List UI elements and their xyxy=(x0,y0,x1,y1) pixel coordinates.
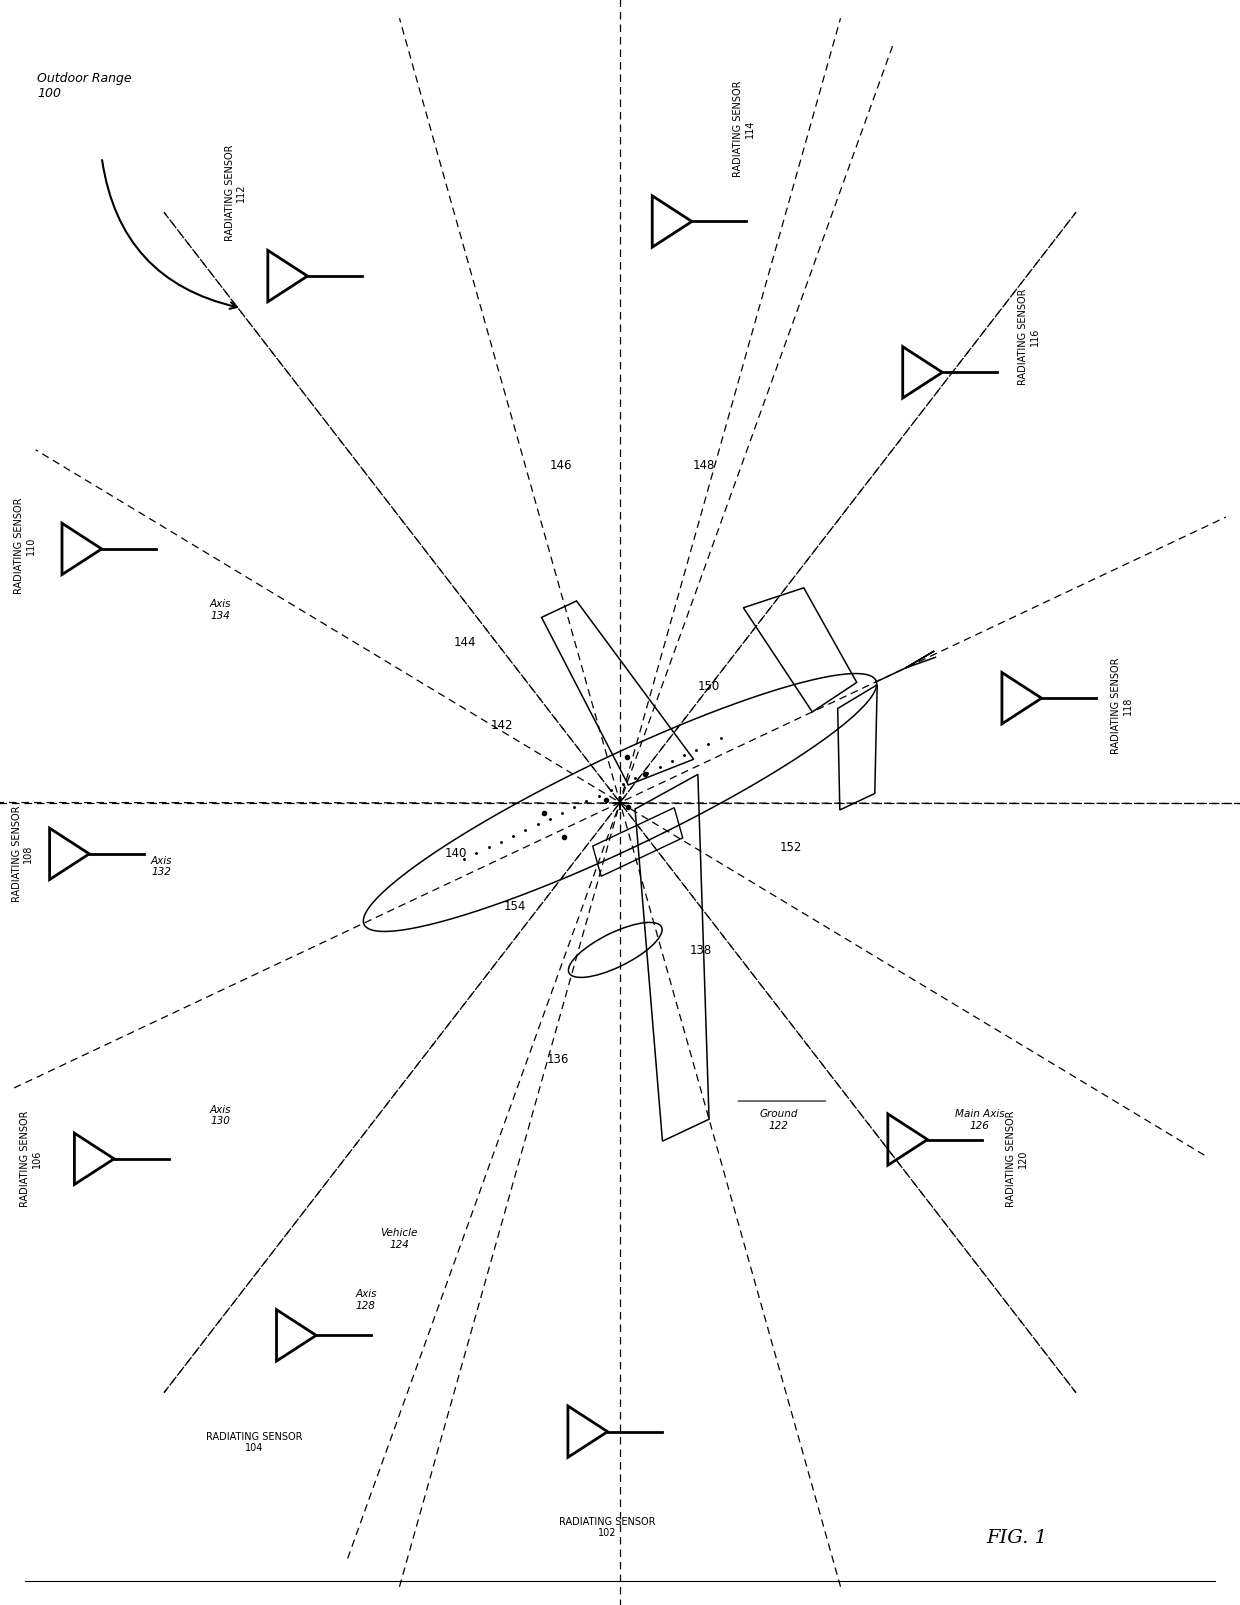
Text: RADIATING SENSOR
106: RADIATING SENSOR 106 xyxy=(20,1111,42,1207)
Text: 140: 140 xyxy=(445,847,467,860)
Text: Axis
130: Axis 130 xyxy=(210,1104,232,1127)
Text: 154: 154 xyxy=(503,900,526,913)
Text: 142: 142 xyxy=(491,719,513,732)
Text: RADIATING SENSOR
118: RADIATING SENSOR 118 xyxy=(1111,658,1133,754)
Text: RADIATING SENSOR
120: RADIATING SENSOR 120 xyxy=(1006,1111,1028,1207)
Text: RADIATING SENSOR
116: RADIATING SENSOR 116 xyxy=(1018,289,1040,385)
Text: Axis
134: Axis 134 xyxy=(210,599,232,621)
Text: Vehicle
124: Vehicle 124 xyxy=(381,1228,418,1250)
Text: RADIATING SENSOR
104: RADIATING SENSOR 104 xyxy=(206,1432,303,1453)
Text: Ground
122: Ground 122 xyxy=(759,1109,799,1132)
Text: 138: 138 xyxy=(689,944,712,957)
Text: 146: 146 xyxy=(549,459,572,472)
Text: 152: 152 xyxy=(780,841,802,854)
Text: 144: 144 xyxy=(454,636,476,648)
Text: 136: 136 xyxy=(547,1053,569,1066)
Text: Axis
132: Axis 132 xyxy=(150,855,172,878)
Text: RADIATING SENSOR
112: RADIATING SENSOR 112 xyxy=(224,144,247,241)
Text: 150: 150 xyxy=(698,681,720,693)
Text: RADIATING SENSOR
108: RADIATING SENSOR 108 xyxy=(11,806,33,902)
Text: 148: 148 xyxy=(693,459,715,472)
Text: Outdoor Range
100: Outdoor Range 100 xyxy=(37,72,131,100)
Text: RADIATING SENSOR
102: RADIATING SENSOR 102 xyxy=(559,1517,656,1538)
Text: RADIATING SENSOR
110: RADIATING SENSOR 110 xyxy=(14,498,36,594)
Text: Axis
128: Axis 128 xyxy=(355,1289,377,1311)
Text: RADIATING SENSOR
114: RADIATING SENSOR 114 xyxy=(733,80,755,177)
Text: Main Axis
126: Main Axis 126 xyxy=(955,1109,1004,1132)
Text: FIG. 1: FIG. 1 xyxy=(986,1528,1048,1547)
